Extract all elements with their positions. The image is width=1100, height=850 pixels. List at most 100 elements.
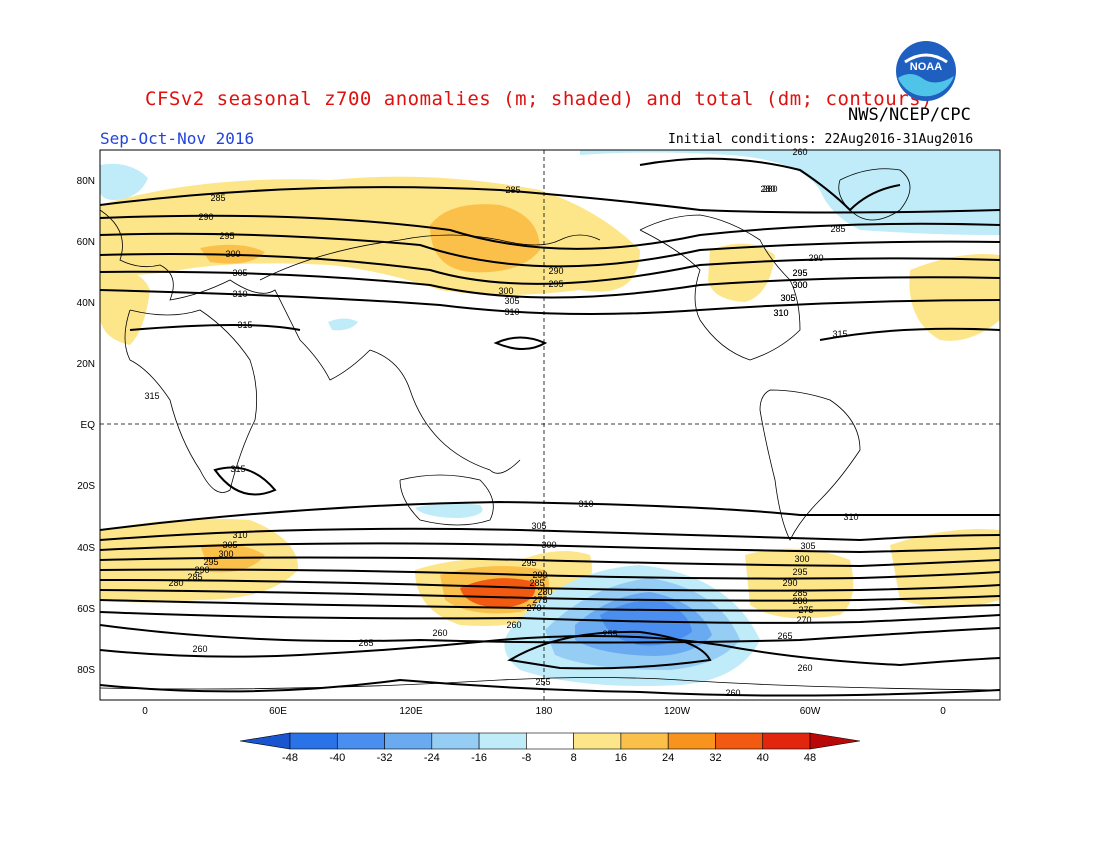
contour-nh-305 — [100, 270, 1000, 299]
season-label: Sep-Oct-Nov 2016 — [100, 129, 255, 148]
contour-sh-300 — [100, 542, 1000, 554]
contour-label: 300 — [792, 280, 807, 290]
contour-label: 270 — [796, 615, 811, 625]
contour-label: 280 — [537, 587, 552, 597]
colorbar-cell — [289, 732, 338, 750]
contour-sh-260-outer — [100, 678, 1000, 697]
contour-labels-nh: 285 290 295 300 305 310 315 280 285 290 … — [198, 147, 847, 339]
lon-label: 120W — [664, 706, 691, 717]
contour-label: 295 — [792, 268, 807, 278]
contour-label: 275 — [532, 595, 547, 605]
coast-greenland — [838, 168, 911, 221]
contour-label: 305 — [504, 296, 519, 306]
contour-label: 310 — [773, 308, 788, 318]
coastlines — [100, 168, 1000, 691]
contour-label: 290 — [782, 578, 797, 588]
plot-frame — [99, 149, 1001, 701]
anomaly-nh-america — [708, 243, 775, 302]
contour-sh-285 — [100, 579, 1000, 592]
anomaly-nh-atlantic-east — [909, 254, 1000, 341]
map-title: CFSv2 seasonal z700 anomalies (m; shaded… — [145, 88, 933, 110]
contour-label: 255 — [602, 629, 617, 639]
coast-europe — [100, 209, 371, 381]
colorbar-cell — [384, 732, 433, 750]
contour-nh-290 — [100, 214, 1000, 250]
contour-label: 315 — [237, 320, 252, 330]
colorbar-tick-label: -24 — [424, 752, 440, 764]
contour-label: 310 — [232, 289, 247, 299]
contour-label: 260 — [432, 628, 447, 638]
lat-label: 20N — [77, 359, 95, 370]
logo-text: NOAA — [910, 61, 942, 73]
colorbar-tick-label: -8 — [521, 752, 531, 764]
colorbar-cell — [336, 732, 385, 750]
colorbar-cell — [762, 732, 811, 750]
colorbar-tick-label: -16 — [471, 752, 487, 764]
lon-label: 60W — [800, 706, 821, 717]
contour-label: 315 — [832, 329, 847, 339]
contour-labels-sh: 315 315 310 310 310 305 300 295 290 285 … — [144, 391, 858, 698]
colorbar-tick-label: 8 — [571, 752, 577, 764]
anomaly-arctic-west — [100, 163, 148, 200]
colorbar: -48 -40 -32 -24 -16 -8 8 16 24 32 40 48 — [239, 732, 861, 764]
contour-sh-270 — [100, 611, 1000, 624]
contour-label: 300 — [541, 540, 556, 550]
contour-label: 305 — [800, 541, 815, 551]
anomaly-antarctic-core — [600, 599, 692, 646]
contour-label: 285 — [792, 588, 807, 598]
coast-africa — [124, 309, 258, 493]
contour-label: 310 — [578, 499, 593, 509]
anomaly-nh-atlantic-west — [100, 269, 150, 345]
contour-label: 280 — [760, 184, 775, 194]
colorbar-tick-label: -48 — [282, 752, 298, 764]
contour-label: 270 — [526, 603, 541, 613]
contour-sh-265 — [100, 624, 1000, 644]
contour-label: 305 — [780, 293, 795, 303]
contour-sh-280 — [100, 589, 1000, 602]
lat-labels: 80N 60N 40N 20N EQ 20S 40S 60S 80S — [77, 176, 96, 676]
contour-label: 295 — [521, 558, 536, 568]
contour-label: 295 — [219, 231, 234, 241]
contour-label: 295 — [792, 567, 807, 577]
contour-label: 260 — [792, 147, 807, 157]
colorbar-tick-label: -32 — [377, 752, 393, 764]
contour-nh-280 — [639, 157, 901, 212]
contour-label: 300 — [225, 249, 240, 259]
colorbar-cell — [239, 732, 291, 750]
coast-antarctica — [100, 677, 1000, 691]
noaa-logo-icon: NOAA — [896, 41, 956, 101]
contour-label: 310 — [773, 308, 788, 318]
agency-label: NWS/NCEP/CPC — [848, 105, 971, 125]
contour-sh-255 — [507, 630, 712, 670]
contour-sh-290 — [100, 568, 1000, 580]
contour-label: 305 — [222, 540, 237, 550]
contour-label: 285 — [187, 572, 202, 582]
contour-label: 305 — [232, 268, 247, 278]
contour-label: 315 — [144, 391, 159, 401]
contour-label: 265 — [358, 638, 373, 648]
contour-label: 310 — [843, 512, 858, 522]
colorbar-cell — [478, 732, 527, 750]
colorbar-cell — [620, 732, 669, 750]
contour-sh-295 — [100, 556, 1000, 568]
contour-nh-285 — [100, 186, 1000, 214]
contour-label: 295 — [203, 557, 218, 567]
geopotential-contours — [100, 157, 1000, 697]
contour-label: 315 — [230, 464, 245, 474]
contour-nh-300 — [100, 253, 1000, 285]
coast-australia — [399, 474, 494, 526]
coast-asia — [259, 234, 601, 474]
lon-labels: 0 60E 120E 180 120W 60W 0 — [142, 706, 946, 717]
contour-label: 290 — [194, 565, 209, 575]
contour-label: 310 — [232, 530, 247, 540]
colorbar-tick-label: 16 — [615, 752, 627, 764]
lat-label: EQ — [81, 420, 96, 431]
contour-sh-305 — [100, 527, 1000, 542]
contour-label: 290 — [548, 266, 563, 276]
contour-label: 300 — [218, 549, 233, 559]
colorbar-cell — [715, 732, 764, 750]
contour-label: 280 — [168, 578, 183, 588]
contour-label: 260 — [192, 644, 207, 654]
lat-label: 40N — [77, 298, 95, 309]
coast-samerica — [759, 389, 861, 541]
